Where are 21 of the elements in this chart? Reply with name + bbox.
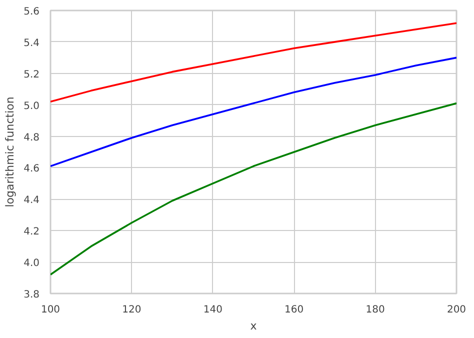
y-tick-label: 5.0 bbox=[24, 100, 40, 112]
y-tick-label: 3.8 bbox=[24, 290, 40, 300]
y-tick-label: 5.4 bbox=[24, 38, 40, 49]
y-tick-label: 4.6 bbox=[24, 164, 40, 175]
x-axis-title: x bbox=[250, 320, 258, 332]
line-series bbox=[50, 102, 456, 276]
x-tick-label: 140 bbox=[203, 304, 222, 316]
y-tick-label: 5.6 bbox=[24, 6, 40, 18]
x-tick-label: 120 bbox=[122, 304, 142, 316]
y-tick-label: 4.8 bbox=[24, 132, 40, 144]
x-tick-label: 180 bbox=[366, 304, 385, 316]
y-tick-label: 4.4 bbox=[24, 195, 40, 206]
line-series bbox=[50, 22, 456, 103]
x-tick-label: 160 bbox=[284, 304, 304, 316]
y-tick-label: 4.0 bbox=[24, 258, 40, 270]
line-series bbox=[50, 56, 456, 168]
x-tick-label: 200 bbox=[446, 304, 466, 316]
y-tick-label: 4.2 bbox=[24, 226, 40, 238]
y-axis-title: logarithmic function bbox=[4, 96, 17, 208]
y-tick-label: 5.2 bbox=[24, 69, 40, 80]
x-tick-label: 100 bbox=[40, 304, 60, 316]
